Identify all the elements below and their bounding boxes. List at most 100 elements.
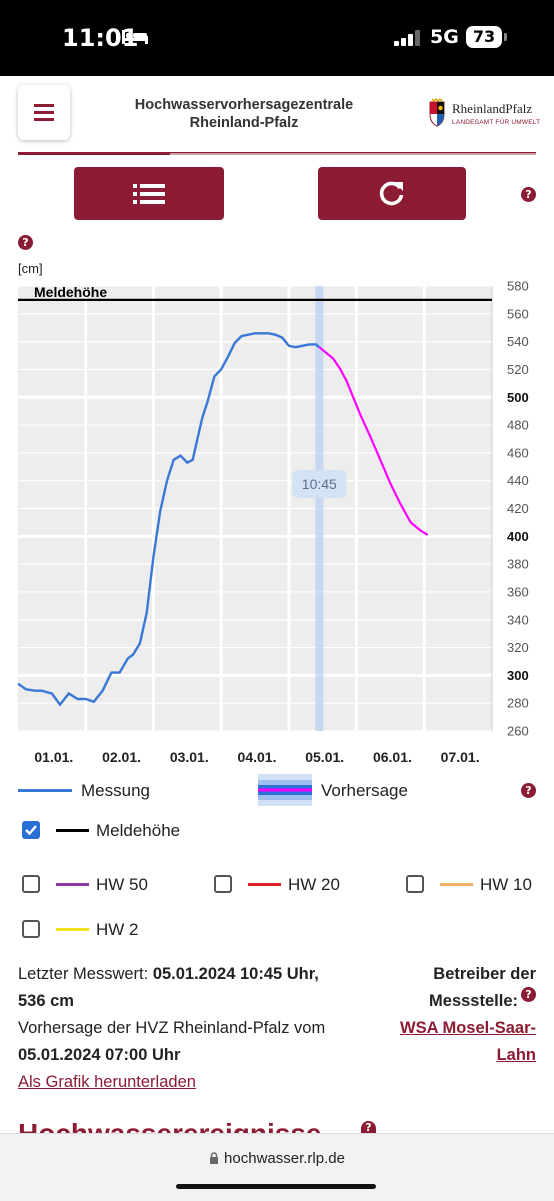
x-tick-label: 03.01. bbox=[170, 749, 209, 765]
x-axis: 01.01. 02.01. 03.01. 04.01. 05.01. 06.01. 07.0… bbox=[34, 749, 479, 765]
forecast-datetime: 05.01.2024 07:00 Uhr bbox=[18, 1046, 181, 1064]
url-text: hochwasser.rlp.de bbox=[224, 1150, 345, 1167]
x-tick-label: 05.01. bbox=[305, 749, 344, 765]
last-value-amount-line: 536 cm bbox=[18, 988, 380, 1015]
operator-link[interactable]: WSA Mosel-Saar- bbox=[400, 1019, 536, 1037]
help-icon[interactable]: ? bbox=[521, 783, 536, 798]
x-tick-label: 04.01. bbox=[238, 749, 277, 765]
series-messung bbox=[17, 332, 321, 707]
y-axis: 260 280 300 320 340 360 380 400 420 440 460 480 500 5… bbox=[507, 279, 529, 739]
network-type: 5G bbox=[430, 26, 459, 48]
legend-meldehoehe-line bbox=[56, 829, 89, 832]
y-tick-label: 460 bbox=[507, 445, 529, 460]
help-icon[interactable]: ? bbox=[18, 235, 33, 250]
legend-hw10-line bbox=[440, 883, 473, 886]
now-tooltip: 10:45 bbox=[292, 470, 347, 498]
help-icon[interactable]: ? bbox=[361, 1121, 376, 1133]
lock-icon bbox=[210, 1152, 219, 1164]
y-tick-label: 520 bbox=[507, 362, 529, 377]
legend-hw50-label: HW 50 bbox=[96, 875, 148, 894]
now-marker bbox=[315, 286, 324, 731]
operator-link-line1: WSA Mosel-Saar- bbox=[384, 1015, 536, 1042]
forecast-text: Vorhersage der HVZ Rheinland-Pfalz vom bbox=[18, 1019, 326, 1037]
help-icon[interactable]: ? bbox=[521, 987, 536, 1002]
header-divider-secondary bbox=[170, 153, 536, 155]
site-header: Hochwasservorhersagezentrale Rheinland-P… bbox=[0, 76, 554, 154]
list-icon bbox=[133, 184, 165, 204]
operator-label-1: Betreiber der bbox=[433, 965, 536, 983]
home-indicator[interactable] bbox=[176, 1184, 376, 1189]
legend-messung-line bbox=[18, 789, 72, 792]
last-value-datetime: 05.01.2024 10:45 Uhr, bbox=[152, 965, 319, 983]
hw20-checkbox[interactable] bbox=[214, 875, 232, 893]
refresh-button[interactable] bbox=[318, 167, 466, 220]
y-tick-label: 540 bbox=[507, 334, 529, 349]
water-level-chart[interactable]: Meldehöhe 10:45 260 280 300 320 340 360 380 400… bbox=[0, 276, 554, 770]
x-tick-label: 07.01. bbox=[441, 749, 480, 765]
y-tick-label: 560 bbox=[507, 306, 529, 321]
y-tick-label: 340 bbox=[507, 612, 529, 627]
hamburger-icon-bar bbox=[34, 118, 54, 121]
y-tick-label: 300 bbox=[507, 668, 529, 683]
operator-label-2: Messstelle: bbox=[429, 992, 518, 1010]
battery-indicator: 73 bbox=[466, 26, 502, 48]
legend-hw50-line bbox=[56, 883, 89, 886]
x-tick-label: 02.01. bbox=[102, 749, 141, 765]
sleep-mode-icon bbox=[122, 30, 148, 44]
y-tick-label: 580 bbox=[507, 279, 529, 294]
legend-messung-label: Messung bbox=[81, 781, 150, 800]
help-icon[interactable]: ? bbox=[521, 187, 536, 202]
meldehoehe-label: Meldehöhe bbox=[34, 284, 107, 300]
browser-address-bar[interactable]: hochwasser.rlp.de bbox=[0, 1133, 554, 1201]
checkmark-icon bbox=[25, 825, 37, 836]
forecast-datetime-line: 05.01.2024 07:00 Uhr bbox=[18, 1042, 380, 1069]
logo-subtitle: LANDESAMT FÜR UMWELT bbox=[452, 119, 541, 126]
y-tick-label: 500 bbox=[507, 390, 529, 405]
next-section-title: Hochwasserereignisse bbox=[18, 1118, 322, 1133]
meldehoehe-checkbox[interactable] bbox=[22, 821, 40, 839]
legend-hw20-line bbox=[248, 883, 281, 886]
y-tick-label: 280 bbox=[507, 696, 529, 711]
site-title-line1: Hochwasservorhersagezentrale bbox=[134, 97, 354, 113]
operator-label-line1: Betreiber der bbox=[384, 961, 536, 988]
status-bar: 11:01 5G 73 bbox=[0, 0, 554, 76]
measurement-info: Letzter Messwert: 05.01.2024 10:45 Uhr, … bbox=[18, 961, 380, 1096]
legend-vorhersage-swatch bbox=[258, 774, 312, 806]
operator-info: Betreiber der Messstelle: WSA Mosel-Saar… bbox=[384, 961, 536, 1069]
operator-label-line2: Messstelle: bbox=[384, 988, 536, 1015]
menu-button[interactable] bbox=[18, 85, 70, 140]
legend-meldehoehe-label: Meldehöhe bbox=[96, 821, 181, 840]
y-tick-label: 380 bbox=[507, 557, 529, 572]
y-tick-label: 400 bbox=[507, 529, 529, 544]
hw10-checkbox[interactable] bbox=[406, 875, 424, 893]
rlp-logo[interactable]: RheinlandPfalz LANDESAMT FÜR UMWELT bbox=[424, 98, 541, 132]
series-vorhersage bbox=[318, 346, 429, 536]
x-tick-label: 01.01. bbox=[34, 749, 73, 765]
url-display[interactable]: hochwasser.rlp.de bbox=[0, 1150, 554, 1167]
logo-name: RheinlandPfalz bbox=[452, 101, 533, 116]
hamburger-icon-bar bbox=[34, 111, 54, 114]
coat-of-arms-icon bbox=[429, 98, 445, 127]
y-tick-label: 360 bbox=[507, 584, 529, 599]
y-tick-label: 440 bbox=[507, 473, 529, 488]
last-value-amount: 536 cm bbox=[18, 992, 74, 1010]
legend-hw10-label: HW 10 bbox=[480, 875, 532, 894]
now-time-label: 10:45 bbox=[302, 476, 337, 492]
refresh-icon bbox=[379, 181, 404, 206]
signal-icon bbox=[394, 30, 420, 46]
download-graphic-link[interactable]: Als Grafik herunterladen bbox=[18, 1073, 196, 1091]
download-line: Als Grafik herunterladen bbox=[18, 1069, 380, 1096]
y-tick-label: 480 bbox=[507, 418, 529, 433]
hw2-checkbox[interactable] bbox=[22, 920, 40, 938]
operator-link-line2: Lahn bbox=[384, 1042, 536, 1069]
site-title: Hochwasservorhersagezentrale Rheinland-P… bbox=[100, 96, 388, 132]
y-tick-label: 320 bbox=[507, 640, 529, 655]
legend-hw2-line bbox=[56, 928, 89, 931]
grid bbox=[18, 285, 493, 732]
battery-tip bbox=[504, 33, 507, 41]
site-title-line2: Rheinland-Pfalz bbox=[189, 115, 299, 131]
list-view-button[interactable] bbox=[74, 167, 224, 220]
operator-link-cont[interactable]: Lahn bbox=[496, 1046, 536, 1064]
hw50-checkbox[interactable] bbox=[22, 875, 40, 893]
hamburger-icon bbox=[34, 104, 54, 107]
